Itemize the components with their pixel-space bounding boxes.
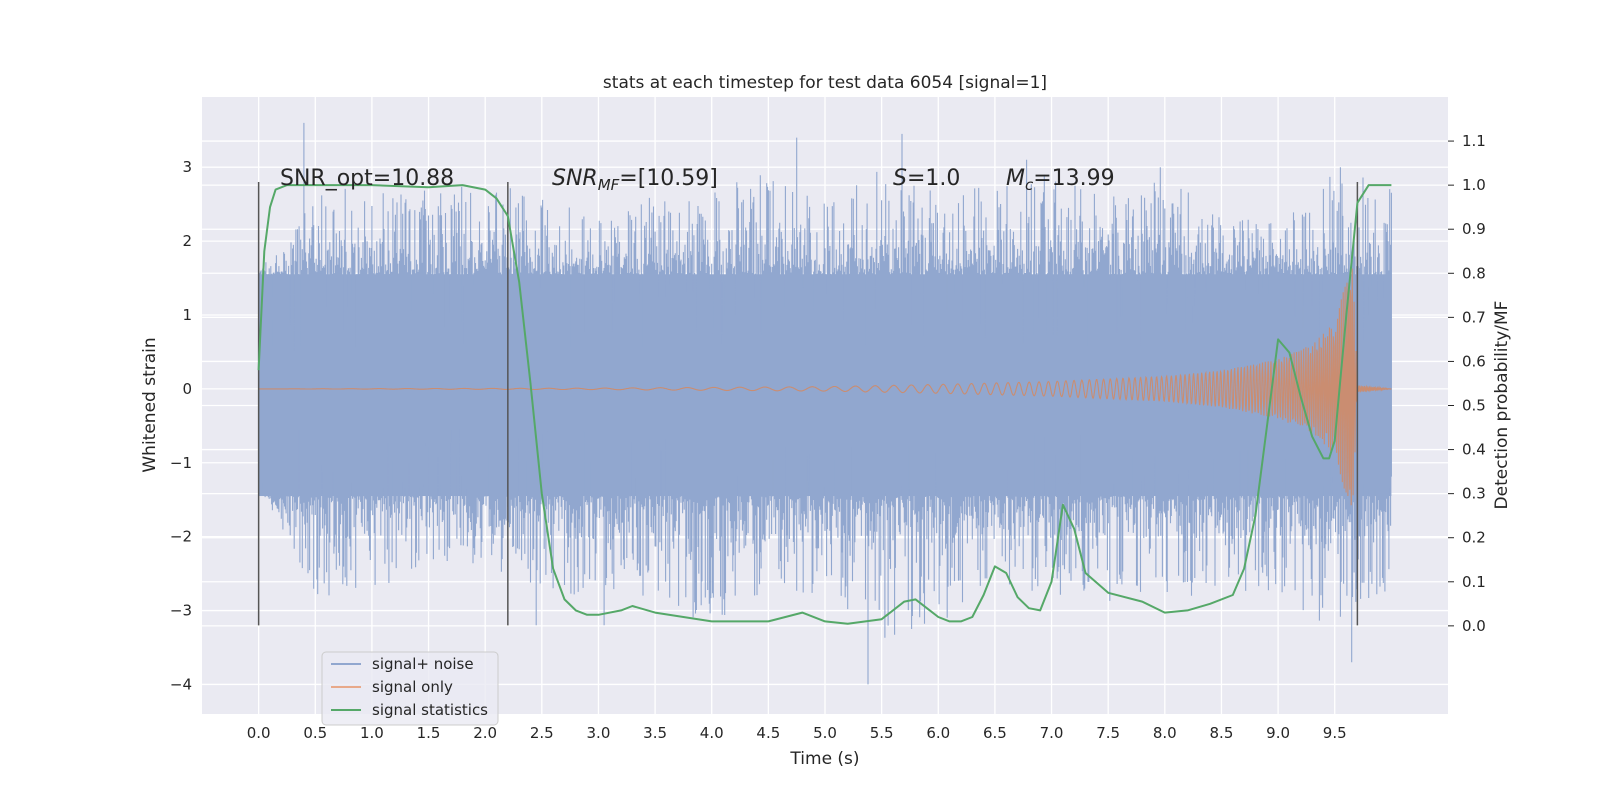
- x-tick-label: 7.5: [1096, 724, 1120, 742]
- x-tick-label: 6.5: [983, 724, 1007, 742]
- legend-label-signal: signal only: [372, 678, 453, 696]
- y-tick-label: −2: [170, 528, 192, 546]
- x-tick-label: 5.0: [813, 724, 837, 742]
- y-tick-label: −1: [170, 454, 192, 472]
- x-tick-label: 1.5: [417, 724, 441, 742]
- x-tick-label: 3.0: [587, 724, 611, 742]
- y2-tick-label: 0.5: [1462, 397, 1486, 415]
- x-tick-label: 7.0: [1040, 724, 1064, 742]
- y2-tick-label: 0.3: [1462, 485, 1486, 503]
- chart-title: stats at each timestep for test data 605…: [603, 73, 1047, 93]
- x-tick-label: 3.5: [643, 724, 667, 742]
- signal-only-line: [258, 268, 1392, 506]
- y-tick-label: 0: [182, 380, 192, 398]
- annotation-mc: Mc=13.99: [1006, 166, 1115, 194]
- x-tick-label: 9.0: [1266, 724, 1290, 742]
- y2-tick-label: 0.0: [1462, 617, 1486, 635]
- y2-tick-label: 1.0: [1462, 176, 1486, 194]
- x-tick-label: 9.5: [1323, 724, 1347, 742]
- annotation-snr-opt: SNR_opt=10.88: [280, 166, 454, 191]
- statistic-series-layer: [257, 184, 1392, 625]
- y-tick-label: −3: [170, 602, 192, 620]
- legend-label-noise: signal+ noise: [372, 655, 474, 673]
- vertical-markers: [257, 181, 1359, 626]
- y2-tick-label: 0.2: [1462, 529, 1486, 547]
- signal-series-layer: [258, 268, 1392, 506]
- x-tick-label: 0.0: [247, 724, 271, 742]
- y2-tick-label: 0.7: [1462, 308, 1486, 326]
- y2-tick-label: 0.4: [1462, 441, 1486, 459]
- x-tick-label: 0.5: [303, 724, 327, 742]
- legend: signal+ noise signal only signal statist…: [321, 651, 499, 726]
- y2-tick-label: 0.1: [1462, 573, 1486, 591]
- y2-tick-label: 1.1: [1462, 132, 1486, 150]
- x-tick-label: 2.0: [473, 724, 497, 742]
- y-tick-label: 2: [182, 232, 192, 250]
- y-axis-label: Whitened strain: [140, 337, 160, 472]
- y-tick-label: −4: [170, 675, 192, 693]
- y-tick-label: 1: [182, 306, 192, 324]
- y2-tick-label: 0.6: [1462, 352, 1486, 370]
- x-tick-label: 5.5: [870, 724, 894, 742]
- annotation-s: S=1.0: [893, 166, 960, 191]
- x-tick-label: 1.0: [360, 724, 384, 742]
- x-axis-label: Time (s): [789, 749, 859, 769]
- y-tick-label: 3: [182, 158, 192, 176]
- x-tick-label: 8.0: [1153, 724, 1177, 742]
- tick-labels: 0.0 0.5 1.0 1.5 2.0 2.5 3.0 3.5 4.0 4.5 5.0 5.5 6.0 6…: [170, 132, 1486, 742]
- y2-tick-label: 0.8: [1462, 264, 1486, 282]
- annotation-snr-mf: SNRMF=[10.59]: [552, 166, 718, 194]
- legend-box: [321, 651, 499, 726]
- x-tick-label: 8.5: [1210, 724, 1234, 742]
- x-tick-label: 4.0: [700, 724, 724, 742]
- annotations: SNR_opt=10.88 SNRMF=[10.59] S=1.0 Mc=13.…: [280, 166, 1115, 194]
- legend-label-statistics: signal statistics: [372, 701, 488, 719]
- x-tick-label: 4.5: [756, 724, 780, 742]
- x-tick-label: 6.0: [926, 724, 950, 742]
- y2-axis-label: Detection probability/MF: [1492, 301, 1512, 510]
- signal-statistics-line: [257, 184, 1392, 625]
- y2-tick-label: 0.9: [1462, 220, 1486, 238]
- x-tick-label: 2.5: [530, 724, 554, 742]
